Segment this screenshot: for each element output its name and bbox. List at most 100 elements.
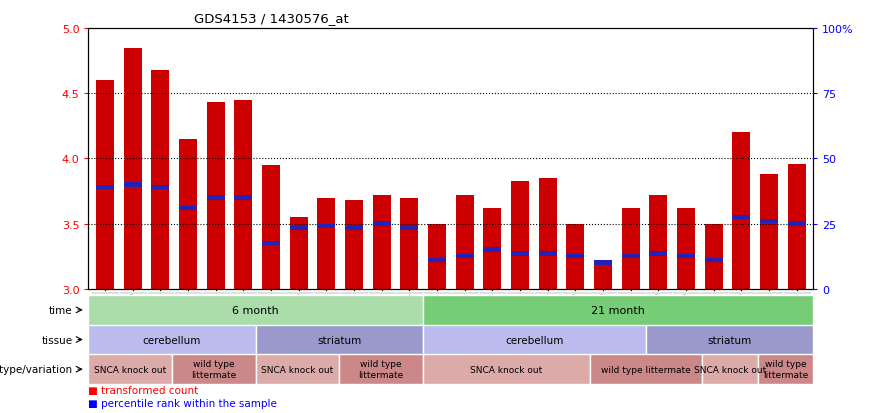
Bar (617, 291, 644, 294)
Text: GSM487050: GSM487050 (128, 291, 137, 346)
Bar (511, 252, 529, 256)
Bar (313, 291, 340, 294)
Text: GSM487068: GSM487068 (792, 291, 801, 346)
Bar (151, 71, 170, 289)
Bar (561, 291, 589, 294)
Text: GSM487067: GSM487067 (765, 291, 774, 346)
Bar (484, 209, 501, 289)
Text: GSM487051: GSM487051 (156, 291, 164, 346)
Bar (538, 178, 557, 289)
Bar (594, 261, 612, 289)
Bar (621, 254, 640, 259)
Bar (591, 354, 702, 384)
Text: GSM487066: GSM487066 (737, 291, 746, 346)
Bar (124, 48, 141, 289)
Bar (290, 225, 308, 230)
Bar (705, 224, 723, 289)
Text: GSM487061: GSM487061 (626, 291, 636, 346)
Text: GSM487053: GSM487053 (377, 291, 386, 346)
Bar (423, 295, 813, 325)
Bar (760, 175, 778, 289)
Bar (758, 354, 813, 384)
Bar (455, 195, 474, 289)
Text: SNCA knock out: SNCA knock out (470, 365, 543, 374)
Bar (755, 291, 783, 294)
Text: genotype/variation: genotype/variation (0, 364, 72, 374)
Text: GSM487047: GSM487047 (211, 291, 220, 346)
Bar (234, 196, 252, 200)
Text: GSM487059: GSM487059 (571, 291, 580, 346)
Bar (118, 291, 147, 294)
Bar (507, 291, 534, 294)
Bar (340, 291, 368, 294)
Text: GSM487052: GSM487052 (349, 291, 359, 346)
Text: striatum: striatum (707, 335, 751, 345)
Bar (423, 354, 591, 384)
Bar (423, 291, 451, 294)
Bar (179, 140, 197, 289)
Bar (255, 354, 339, 384)
Text: GSM487062: GSM487062 (432, 291, 441, 346)
Text: GSM487049: GSM487049 (101, 291, 110, 346)
Bar (594, 261, 612, 266)
Bar (732, 133, 751, 289)
Bar (207, 196, 225, 200)
Text: GSM487056: GSM487056 (294, 291, 303, 346)
Bar (373, 222, 391, 226)
Text: GSM487071: GSM487071 (709, 291, 718, 346)
Text: GSM487046: GSM487046 (184, 291, 193, 346)
Text: time: time (49, 305, 72, 315)
Text: cerebellum: cerebellum (506, 335, 564, 345)
Bar (345, 201, 363, 289)
Bar (484, 248, 501, 252)
Bar (317, 198, 335, 289)
Bar (455, 254, 474, 259)
Text: GSM487060: GSM487060 (598, 291, 607, 346)
Bar (202, 291, 230, 294)
Bar (234, 100, 252, 289)
Text: wild type littermate: wild type littermate (601, 365, 691, 374)
Bar (534, 291, 561, 294)
Text: GSM487065: GSM487065 (515, 291, 524, 346)
Bar (650, 252, 667, 256)
Bar (207, 103, 225, 289)
Bar (339, 354, 423, 384)
Bar (230, 291, 257, 294)
Text: tissue: tissue (42, 335, 72, 345)
Text: GSM487058: GSM487058 (543, 291, 552, 346)
Text: SNCA knock out: SNCA knock out (94, 365, 166, 374)
Bar (317, 224, 335, 229)
Bar (538, 252, 557, 256)
Text: SNCA knock out: SNCA knock out (694, 365, 766, 374)
Text: wild type
littermate: wild type littermate (359, 360, 404, 379)
Bar (91, 291, 118, 294)
Bar (589, 291, 617, 294)
Bar (702, 354, 758, 384)
Bar (147, 291, 174, 294)
Bar (262, 241, 280, 246)
Text: wild type
littermate: wild type littermate (191, 360, 237, 379)
Text: GSM487069: GSM487069 (654, 291, 663, 346)
Bar (88, 325, 255, 354)
Bar (124, 183, 141, 188)
Bar (621, 209, 640, 289)
Bar (700, 291, 728, 294)
Text: GSM487064: GSM487064 (488, 291, 497, 346)
Bar (96, 81, 114, 289)
Text: wild type
littermate: wild type littermate (763, 360, 808, 379)
Bar (728, 291, 755, 294)
Bar (172, 354, 255, 384)
Text: GSM487057: GSM487057 (322, 291, 331, 346)
Bar (88, 295, 423, 325)
Text: striatum: striatum (317, 335, 362, 345)
Bar (783, 291, 811, 294)
Bar (174, 291, 202, 294)
Text: GDS4153 / 1430576_at: GDS4153 / 1430576_at (194, 12, 349, 25)
Text: GSM487054: GSM487054 (405, 291, 414, 346)
Bar (257, 291, 285, 294)
Bar (705, 258, 723, 263)
Bar (567, 224, 584, 289)
Text: ■ transformed count: ■ transformed count (88, 385, 199, 395)
Bar (290, 218, 308, 289)
Bar (646, 325, 813, 354)
